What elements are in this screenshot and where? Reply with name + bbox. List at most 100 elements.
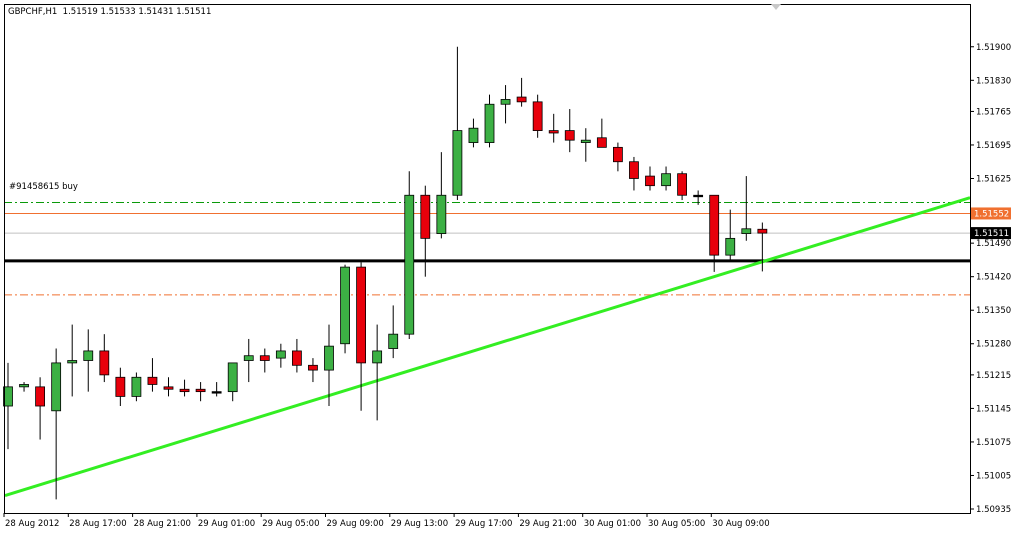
candle-body — [532, 101, 543, 131]
x-tick-label: 28 Aug 17:00 — [69, 519, 126, 529]
candle — [356, 262, 367, 411]
symbol-label: GBPCHF,H1 — [8, 7, 58, 17]
candle-body — [548, 130, 559, 134]
candle-body — [99, 350, 110, 376]
y-tick-label: 1.51765 — [976, 107, 1011, 117]
chart-shift-marker-icon[interactable] — [771, 4, 781, 10]
candle-body — [741, 228, 752, 234]
candle-body — [709, 194, 720, 256]
order-label: #91458615 buy — [9, 182, 78, 192]
y-tick-label: 1.51900 — [976, 43, 1011, 53]
x-tick-label: 29 Aug 09:00 — [327, 519, 384, 529]
candle — [195, 382, 206, 402]
candle-body — [356, 266, 367, 364]
candle — [115, 367, 126, 407]
candle-body — [324, 345, 334, 371]
chart-header: GBPCHF,H1 1.51519 1.51533 1.51431 1.5151… — [8, 7, 211, 17]
candle — [259, 348, 270, 373]
candle-body — [580, 139, 591, 143]
y-tick-label: 1.51695 — [976, 141, 1011, 151]
candle-body — [613, 146, 623, 163]
candle-body — [420, 194, 431, 239]
candle-body — [564, 130, 575, 141]
y-tick-label: 1.50935 — [976, 505, 1011, 515]
take-profit-price-text: 1.51552 — [974, 209, 1009, 219]
candle-body — [83, 350, 94, 361]
candle — [500, 85, 511, 124]
x-tick-label: 30 Aug 01:00 — [584, 519, 641, 529]
candle — [596, 118, 607, 148]
candle — [99, 334, 110, 383]
candle-body — [484, 103, 495, 143]
candle — [372, 324, 383, 421]
candle-body — [275, 350, 286, 359]
candle — [741, 176, 752, 241]
trendline — [4, 196, 971, 498]
candle — [131, 372, 142, 402]
candle — [709, 194, 720, 272]
candle — [227, 362, 238, 402]
y-tick-label: 1.51075 — [976, 438, 1011, 448]
y-tick-label: 1.51145 — [976, 404, 1011, 414]
candle — [83, 329, 94, 392]
candle-body — [35, 386, 45, 407]
candle-body — [179, 388, 190, 393]
candle — [452, 46, 463, 201]
x-tick-label: 29 Aug 17:00 — [455, 519, 512, 529]
candle — [564, 109, 575, 153]
x-tick-label: 29 Aug 13:00 — [391, 519, 448, 529]
candle — [420, 185, 431, 277]
y-tick-label: 1.51830 — [976, 76, 1011, 86]
x-tick-label: 29 Aug 21:00 — [519, 519, 576, 529]
candle-body — [372, 350, 383, 364]
candle — [468, 118, 479, 148]
y-tick-label: 1.51280 — [976, 340, 1011, 350]
x-tick-label: 30 Aug 05:00 — [648, 519, 705, 529]
candle-body — [725, 237, 736, 256]
candle-body — [195, 388, 206, 393]
candle — [324, 324, 334, 407]
candle-body — [147, 376, 158, 385]
candle-body — [596, 137, 607, 148]
candle — [340, 264, 350, 354]
candle — [179, 379, 190, 397]
candle-body — [259, 355, 270, 361]
candle-body — [3, 386, 13, 407]
x-tick-label: 28 Aug 21:00 — [134, 519, 191, 529]
candle — [275, 343, 286, 368]
candle-body — [243, 355, 254, 361]
candle-body — [677, 173, 687, 196]
y-tick-label: 1.51215 — [976, 371, 1011, 381]
ohlc-label: 1.51519 1.51533 1.51431 1.51511 — [62, 7, 212, 17]
candle-body — [629, 161, 639, 179]
candle — [3, 362, 13, 450]
candle — [67, 324, 78, 397]
y-tick-label: 1.51005 — [976, 471, 1011, 481]
candle — [757, 222, 768, 272]
candle-body — [645, 175, 655, 187]
candle — [693, 190, 704, 205]
candle — [436, 152, 447, 239]
candle-body — [131, 376, 142, 397]
candle — [19, 382, 29, 392]
current-price-text: 1.51511 — [974, 229, 1009, 239]
candle — [404, 171, 415, 339]
candle-body — [211, 391, 222, 394]
candle — [677, 171, 687, 201]
candle-body — [19, 384, 29, 388]
candle — [291, 338, 302, 373]
candle — [484, 94, 495, 148]
x-tick-label: 29 Aug 05:00 — [262, 519, 319, 529]
candle-body — [500, 99, 511, 105]
candle-body — [340, 266, 350, 345]
candle-body — [67, 360, 78, 364]
candle-body — [115, 376, 126, 397]
candle — [516, 77, 527, 107]
candle-body — [227, 362, 238, 393]
candle-body — [163, 386, 174, 390]
candle-body — [388, 333, 399, 349]
candle-body — [291, 350, 302, 366]
